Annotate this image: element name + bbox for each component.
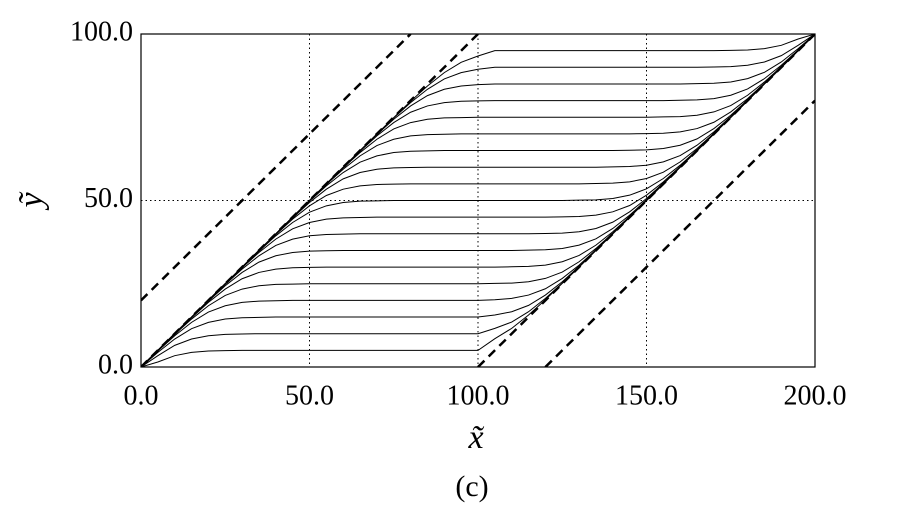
x-tick-label: 0.0 <box>124 380 159 411</box>
x-tick-label: 50.0 <box>285 380 334 411</box>
x-tick-label: 150.0 <box>615 380 678 411</box>
x-axis-label: x̃ <box>467 419 484 456</box>
reference-line <box>141 34 412 302</box>
y-tick-label: 100.0 <box>70 16 133 47</box>
reference-line <box>544 99 815 367</box>
reference-line <box>141 34 479 367</box>
x-tick-label: 100.0 <box>447 380 510 411</box>
y-axis-label: ỹ <box>13 192 50 211</box>
subtitle: (c) <box>455 470 488 503</box>
x-tick-label: 200.0 <box>784 380 847 411</box>
plot-frame <box>140 33 816 368</box>
y-tick-label: 0.0 <box>98 349 133 380</box>
reference-line <box>477 34 815 367</box>
y-tick-label: 50.0 <box>84 183 133 214</box>
